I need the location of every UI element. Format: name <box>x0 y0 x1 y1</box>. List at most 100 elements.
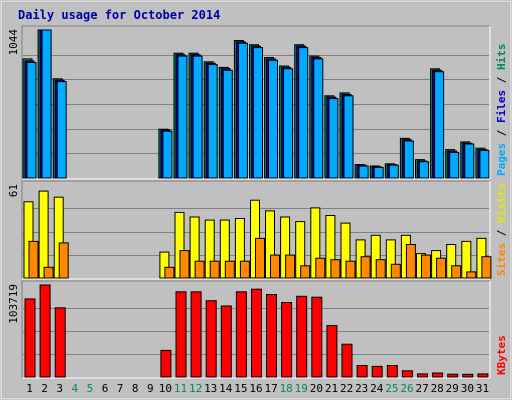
x-tick-label: 21 <box>325 382 338 395</box>
bar-sites <box>28 240 39 279</box>
panel-legend: KBytes <box>495 335 508 375</box>
x-tick-label: 2 <box>41 382 48 395</box>
bar-pages <box>449 152 460 179</box>
bar-pages <box>162 130 173 179</box>
bar-sites <box>43 266 54 279</box>
bar-sites <box>330 259 341 279</box>
bar-sites <box>390 263 401 279</box>
bar-kbytes <box>235 291 247 378</box>
bar-pages <box>207 64 218 179</box>
bar-pages <box>26 62 37 179</box>
bar-sites <box>58 242 69 279</box>
bar-pages <box>237 42 248 179</box>
bar-kbytes <box>24 298 36 378</box>
bar-sites <box>194 260 205 279</box>
bar-kbytes <box>296 295 308 378</box>
bar-sites <box>209 260 220 279</box>
bar-sites <box>179 250 190 279</box>
bar-sites <box>300 265 311 279</box>
x-tick-label: 13 <box>204 382 217 395</box>
bar-kbytes <box>281 302 293 378</box>
bar-kbytes <box>462 373 474 378</box>
bar-pages <box>283 68 294 179</box>
bar-pages <box>222 69 233 179</box>
bar-pages <box>388 164 399 179</box>
bar-pages <box>479 149 490 179</box>
chart-panels: 1044 Pages / Files / Hits 61 Sites / Visits… <box>7 25 508 379</box>
bar-kbytes <box>356 365 368 378</box>
legend-entry: Visits <box>495 183 508 223</box>
x-tick-label: 7 <box>117 382 124 395</box>
bar-sites <box>345 260 356 279</box>
bar-kbytes <box>251 288 262 378</box>
panel-2: 61 Sites / Visits <box>7 180 508 280</box>
bar-sites <box>164 266 175 279</box>
bar-kbytes <box>160 349 172 378</box>
bar-kbytes <box>432 372 444 378</box>
bar-sites <box>315 257 326 279</box>
bar-pages <box>403 140 414 179</box>
bar-pages <box>464 143 475 179</box>
bar-pages <box>434 71 445 179</box>
x-tick-label: 6 <box>102 382 109 395</box>
x-tick-label: 14 <box>219 382 233 395</box>
bar-sites <box>224 260 235 279</box>
bar-pages <box>328 98 339 179</box>
bar-kbytes <box>175 291 187 378</box>
bar-pages <box>177 55 188 179</box>
x-tick-label: 19 <box>295 382 308 395</box>
bar-sites <box>481 256 492 279</box>
bar-kbytes <box>401 370 413 378</box>
bar-pages <box>358 165 369 179</box>
x-tick-label: 17 <box>264 382 277 395</box>
x-tick-label: 1 <box>26 382 33 395</box>
bar-kbytes <box>417 373 428 378</box>
legend-entry: Hits <box>495 44 508 71</box>
x-tick-label: 28 <box>431 382 444 395</box>
x-tick-label: 24 <box>370 382 384 395</box>
bar-pages <box>268 59 278 179</box>
x-tick-label: 12 <box>189 382 202 395</box>
panel-max-label: 103719 <box>7 284 20 324</box>
bar-sites <box>405 244 416 279</box>
bar-kbytes <box>386 365 398 378</box>
x-tick-label: 10 <box>159 382 172 395</box>
x-tick-label: 4 <box>71 382 78 395</box>
bar-pages <box>313 58 324 179</box>
bar-kbytes <box>39 284 51 378</box>
bar-pages <box>298 47 309 179</box>
bar-sites <box>255 237 265 279</box>
x-tick-label: 11 <box>174 382 187 395</box>
panel-legend: Sites / Visits <box>495 183 508 276</box>
x-tick-label: 31 <box>476 382 489 395</box>
bar-pages <box>343 95 354 179</box>
panel-max-label: 1044 <box>7 29 20 56</box>
x-axis-labels: 1 2 3 4 5 6 7 8 9 10 11 12 13 14 15 16 17 18 19 20 21 22 23 24 2… <box>26 382 489 395</box>
panel-1: 1044 Pages / Files / Hits <box>7 25 508 180</box>
panel-max-label: 61 <box>7 184 20 197</box>
x-tick-label: 29 <box>446 382 459 395</box>
x-tick-label: 23 <box>355 382 368 395</box>
bar-kbytes <box>205 300 217 378</box>
bar-pages <box>253 47 263 179</box>
panel-legend: Pages / Files / Hits <box>495 44 508 177</box>
bar-sites <box>239 260 250 279</box>
x-tick-label: 27 <box>415 382 428 395</box>
legend-entry: Sites <box>495 243 508 276</box>
bar-sites <box>285 254 296 279</box>
bar-pages <box>56 81 67 179</box>
bar-sites <box>375 259 386 279</box>
bar-kbytes <box>266 294 277 378</box>
bar-kbytes <box>371 365 383 378</box>
bar-pages <box>373 166 384 179</box>
legend-entry: / <box>495 123 508 143</box>
legend-entry: KBytes <box>495 335 508 375</box>
x-tick-label: 25 <box>385 382 398 395</box>
x-tick-label: 22 <box>340 382 353 395</box>
bar-pages <box>41 29 52 179</box>
bar-sites <box>451 265 462 279</box>
x-tick-label: 26 <box>400 382 413 395</box>
x-tick-label: 15 <box>234 382 247 395</box>
x-tick-label: 18 <box>280 382 293 395</box>
